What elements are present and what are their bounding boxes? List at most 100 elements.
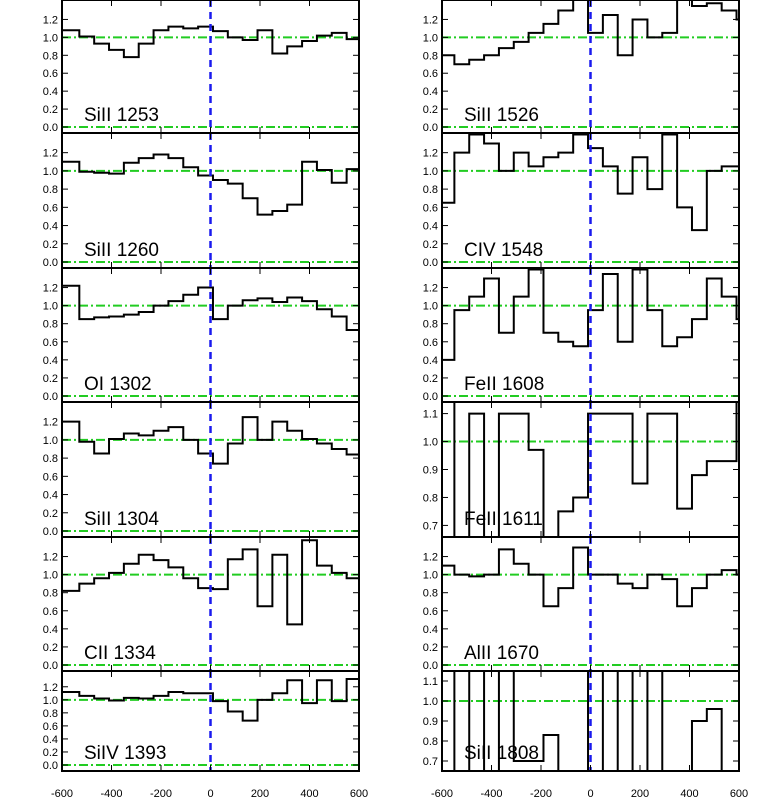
y-tick-label: 0.6 bbox=[43, 337, 58, 349]
x-tick-label: 400 bbox=[680, 788, 698, 800]
y-tick-label: 0.8 bbox=[423, 184, 438, 196]
y-tick-label: 1.0 bbox=[43, 695, 58, 707]
y-tick-label: 0.8 bbox=[423, 50, 438, 62]
y-tick-label: 1.1 bbox=[423, 409, 438, 421]
x-tick-label: 600 bbox=[730, 788, 748, 800]
panel-label: SiII 1808 bbox=[464, 743, 539, 764]
y-tick-label: 1.0 bbox=[43, 301, 58, 313]
y-tick-label: 0.6 bbox=[43, 721, 58, 733]
panel-label: SiII 1304 bbox=[84, 509, 159, 530]
y-tick-label: 0.6 bbox=[423, 68, 438, 80]
y-tick-label: 0.2 bbox=[423, 239, 438, 251]
y-tick-label: 0.8 bbox=[423, 319, 438, 331]
y-tick-label: 1.2 bbox=[43, 552, 58, 564]
y-tick-label: 0.2 bbox=[43, 508, 58, 520]
spectrum-line bbox=[62, 677, 359, 722]
y-tick-label: 0.4 bbox=[43, 624, 58, 636]
panel-label: FeII 1611 bbox=[464, 509, 543, 530]
panel-label: SiIV 1393 bbox=[84, 743, 166, 764]
spectrum-line bbox=[62, 153, 359, 216]
panel-siii-1808: 0.7 0.8 0.9 1.0 1.1 SiII 1808 bbox=[423, 670, 740, 772]
panel-siii-1253: 0.0 0.2 0.4 0.6 0.8 1.0 1.2 SiII 1253 bbox=[43, 0, 360, 134]
y-tick-label: 0.4 bbox=[423, 355, 438, 367]
y-tick-label: 0.6 bbox=[423, 202, 438, 214]
y-tick-label: 0.4 bbox=[43, 734, 58, 746]
x-tick-label: -600 bbox=[431, 788, 453, 800]
y-tick-label: 0.9 bbox=[423, 716, 438, 728]
panel-feii-1611: 0.7 0.8 0.9 1.0 1.1 FeII 1611 bbox=[423, 401, 740, 538]
y-tick-label: 0.0 bbox=[43, 391, 58, 403]
y-tick-label: 0.0 bbox=[43, 257, 58, 269]
x-axis-layer: -600 -400 -200 0 200 400 600 -600 -400 -200 0 200 40… bbox=[51, 788, 748, 800]
x-tick-label: -200 bbox=[530, 788, 552, 800]
y-tick-label: 1.0 bbox=[43, 32, 58, 44]
x-tick-label: -400 bbox=[480, 788, 502, 800]
y-tick-label: 0.8 bbox=[43, 453, 58, 465]
y-tick-label: 1.0 bbox=[423, 301, 438, 313]
y-tick-label: 0.4 bbox=[43, 490, 58, 502]
panel-oi-1302: 0.0 0.2 0.4 0.6 0.8 1.0 1.2 OI 1302 bbox=[43, 267, 360, 403]
y-tick-label: 0.4 bbox=[43, 221, 58, 233]
x-tick-label: -400 bbox=[100, 788, 122, 800]
spectrum-line bbox=[62, 284, 359, 332]
x-tick-label: 600 bbox=[350, 788, 368, 800]
y-tick-label: 0.0 bbox=[423, 122, 438, 134]
panel-alii-1670: 0.0 0.2 0.4 0.6 0.8 1.0 1.2 AlII 1670 bbox=[423, 536, 740, 672]
panel-feii-1608: 0.0 0.2 0.4 0.6 0.8 1.0 1.2 FeII 1608 bbox=[423, 267, 740, 403]
y-tick-label: 0.0 bbox=[43, 660, 58, 672]
y-tick-label: 0.0 bbox=[423, 391, 438, 403]
y-tick-label: 0.6 bbox=[423, 337, 438, 349]
panel-label: FeII 1608 bbox=[464, 374, 544, 395]
y-tick-label: 0.2 bbox=[43, 747, 58, 759]
panel-label: SiII 1526 bbox=[464, 105, 539, 126]
panel-cii-1334: 0.0 0.2 0.4 0.6 0.8 1.0 1.2 CII 1334 bbox=[43, 536, 360, 672]
y-tick-label: 0.2 bbox=[423, 642, 438, 654]
spectrum-line bbox=[62, 539, 359, 626]
y-tick-label: 0.6 bbox=[43, 471, 58, 483]
y-tick-label: 1.2 bbox=[43, 283, 58, 295]
y-tick-label: 1.2 bbox=[423, 283, 438, 295]
y-tick-label: 1.2 bbox=[423, 14, 438, 26]
y-tick-label: 0.7 bbox=[423, 520, 438, 532]
y-tick-label: 0.0 bbox=[423, 660, 438, 672]
y-tick-label: 0.7 bbox=[423, 756, 438, 768]
spectrum-line bbox=[442, 133, 739, 232]
spectrum-line bbox=[62, 416, 359, 465]
y-tick-label: 0.2 bbox=[423, 373, 438, 385]
y-tick-label: 0.4 bbox=[43, 355, 58, 367]
y-tick-label: 1.1 bbox=[423, 676, 438, 688]
y-tick-label: 1.0 bbox=[423, 32, 438, 44]
x-tick-label: -200 bbox=[150, 788, 172, 800]
panel-siiv-1393: 0.00.20.40.60.81.01.2 SiIV 1393 bbox=[43, 670, 360, 772]
y-tick-label: 1.0 bbox=[423, 166, 438, 178]
y-tick-label: 0.6 bbox=[423, 606, 438, 618]
y-tick-label: 1.2 bbox=[43, 682, 58, 694]
panel-civ-1548: 0.0 0.2 0.4 0.6 0.8 1.0 1.2 CIV 1548 bbox=[423, 132, 740, 269]
panel-label: CIV 1548 bbox=[464, 240, 543, 261]
x-tick-label: 200 bbox=[251, 788, 269, 800]
y-tick-label: 0.4 bbox=[423, 221, 438, 233]
y-tick-label: 0.8 bbox=[43, 708, 58, 720]
y-tick-label: 0.6 bbox=[43, 68, 58, 80]
panel-siii-1526: 0.0 0.2 0.4 0.6 0.8 1.0 1.2 SiII 1526 bbox=[423, 0, 740, 134]
x-tick-label: 200 bbox=[631, 788, 649, 800]
y-tick-label: 0.4 bbox=[423, 624, 438, 636]
y-tick-label: 0.2 bbox=[423, 104, 438, 116]
y-tick-label: 1.0 bbox=[43, 166, 58, 178]
y-tick-label: 1.0 bbox=[423, 437, 438, 449]
y-tick-label: 0.2 bbox=[43, 373, 58, 385]
y-tick-label: 0.8 bbox=[43, 319, 58, 331]
y-tick-label: 1.0 bbox=[423, 696, 438, 708]
spectrum-line bbox=[453, 402, 738, 537]
y-tick-label: 1.0 bbox=[43, 435, 58, 447]
y-tick-label: 0.2 bbox=[43, 642, 58, 654]
spectrum-line bbox=[62, 25, 359, 59]
x-tick-label: 0 bbox=[207, 788, 213, 800]
spectrum-line bbox=[442, 268, 739, 361]
x-tick-label: -600 bbox=[51, 788, 73, 800]
spectrum-line bbox=[442, 546, 739, 608]
x-tick-label: 0 bbox=[587, 788, 593, 800]
y-tick-label: 0.8 bbox=[43, 588, 58, 600]
y-tick-label: 0.8 bbox=[423, 736, 438, 748]
